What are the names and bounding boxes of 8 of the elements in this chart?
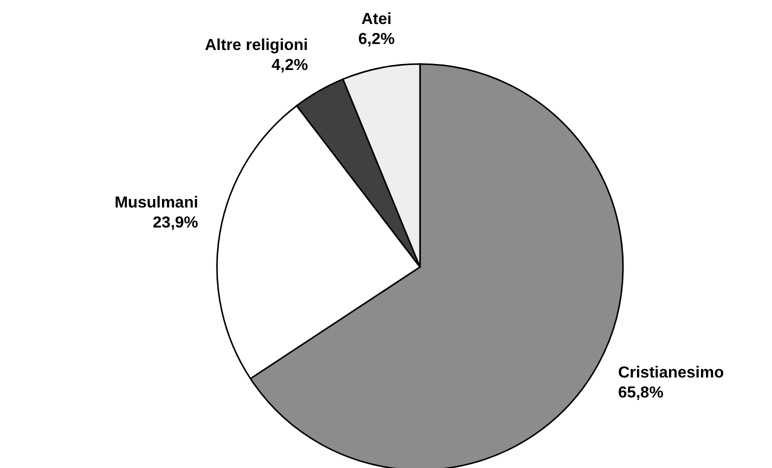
slice-label: Musulmani <box>114 194 198 212</box>
data-label: 65,8% <box>618 384 664 402</box>
slice-label: Cristianesimo <box>618 364 724 382</box>
slice-label: Altre religioni <box>204 36 308 54</box>
data-label: 23,9% <box>152 214 198 232</box>
slice-label: Atei <box>361 11 392 28</box>
data-label: 6,2% <box>358 31 395 48</box>
data-label: 4,2% <box>272 56 308 74</box>
